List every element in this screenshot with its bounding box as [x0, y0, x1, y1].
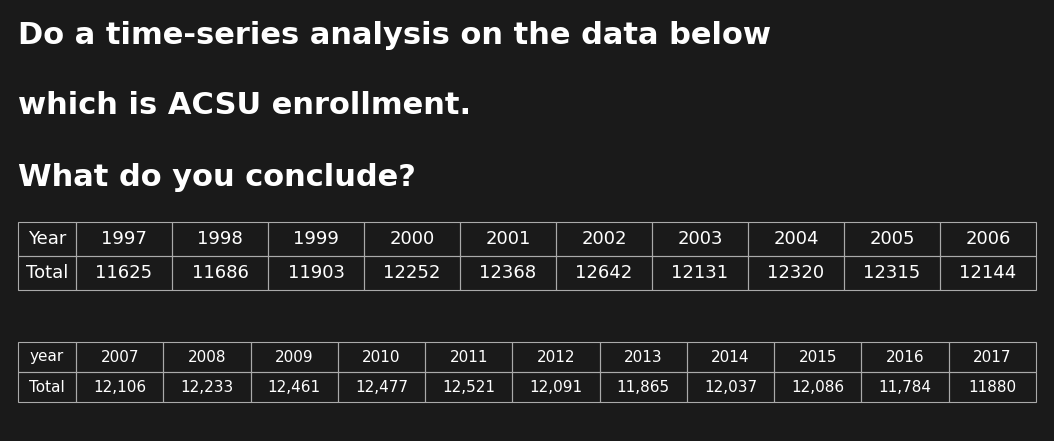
Text: 12,521: 12,521	[443, 380, 495, 395]
Bar	[18, 372, 76, 402]
Bar	[949, 372, 1036, 402]
Text: 1999: 1999	[293, 230, 339, 248]
Text: 2012: 2012	[536, 350, 575, 365]
Bar	[18, 256, 76, 290]
Bar	[844, 222, 940, 256]
Bar	[652, 222, 748, 256]
Text: 2015: 2015	[799, 350, 837, 365]
Text: 2006: 2006	[965, 230, 1011, 248]
Bar	[163, 372, 251, 402]
Text: 1998: 1998	[197, 230, 242, 248]
Text: 11686: 11686	[192, 264, 249, 282]
Bar	[172, 222, 268, 256]
Text: 12368: 12368	[480, 264, 536, 282]
Text: which is ACSU enrollment.: which is ACSU enrollment.	[18, 91, 471, 120]
Bar	[18, 342, 76, 372]
Text: 12,086: 12,086	[792, 380, 844, 395]
Text: 12,233: 12,233	[180, 380, 234, 395]
Bar	[460, 256, 557, 290]
Bar	[687, 342, 775, 372]
Text: 1997: 1997	[101, 230, 147, 248]
Bar	[163, 342, 251, 372]
Text: 2000: 2000	[389, 230, 434, 248]
Text: 2005: 2005	[870, 230, 915, 248]
Text: Total: Total	[30, 380, 65, 395]
Text: 12,461: 12,461	[268, 380, 320, 395]
Text: 12320: 12320	[767, 264, 824, 282]
Bar	[512, 342, 600, 372]
Text: 12,037: 12,037	[704, 380, 757, 395]
Text: 2004: 2004	[774, 230, 819, 248]
Bar	[18, 222, 76, 256]
Bar	[425, 372, 512, 402]
Text: 2009: 2009	[275, 350, 313, 365]
Text: 11,865: 11,865	[617, 380, 670, 395]
Bar	[251, 372, 338, 402]
Bar	[844, 256, 940, 290]
Text: 2011: 2011	[449, 350, 488, 365]
Bar	[268, 222, 364, 256]
Text: 12,477: 12,477	[355, 380, 408, 395]
Bar	[557, 256, 652, 290]
Text: What do you conclude?: What do you conclude?	[18, 163, 416, 192]
Text: 11880: 11880	[969, 380, 1016, 395]
Text: 11625: 11625	[96, 264, 153, 282]
Text: Year: Year	[27, 230, 66, 248]
Text: 12,091: 12,091	[529, 380, 583, 395]
Bar	[687, 372, 775, 402]
Bar	[652, 256, 748, 290]
Bar	[425, 342, 512, 372]
Text: 12252: 12252	[384, 264, 441, 282]
Text: 2017: 2017	[973, 350, 1012, 365]
Bar	[268, 256, 364, 290]
Bar	[600, 342, 687, 372]
Bar	[861, 372, 949, 402]
Text: 2001: 2001	[485, 230, 530, 248]
Bar	[940, 222, 1036, 256]
Bar	[76, 222, 172, 256]
Text: 2010: 2010	[363, 350, 401, 365]
Bar	[940, 256, 1036, 290]
Bar	[76, 342, 163, 372]
Bar	[76, 372, 163, 402]
Bar	[460, 222, 557, 256]
Text: 12315: 12315	[863, 264, 920, 282]
Text: 2014: 2014	[711, 350, 749, 365]
Text: 2013: 2013	[624, 350, 663, 365]
Bar	[338, 342, 425, 372]
Bar	[364, 222, 460, 256]
Text: 2007: 2007	[100, 350, 139, 365]
Bar	[775, 342, 861, 372]
Text: 2003: 2003	[678, 230, 723, 248]
Bar	[512, 372, 600, 402]
Text: 2002: 2002	[581, 230, 627, 248]
Text: 11,784: 11,784	[879, 380, 932, 395]
Bar	[172, 256, 268, 290]
Bar	[748, 256, 844, 290]
Text: 2008: 2008	[188, 350, 227, 365]
Bar	[775, 372, 861, 402]
Bar	[861, 342, 949, 372]
Bar	[338, 372, 425, 402]
Bar	[949, 342, 1036, 372]
Text: year: year	[30, 350, 64, 365]
Text: 12131: 12131	[671, 264, 728, 282]
Text: 12144: 12144	[959, 264, 1017, 282]
Text: Total: Total	[25, 264, 69, 282]
Bar	[748, 222, 844, 256]
Bar	[251, 342, 338, 372]
Bar	[600, 372, 687, 402]
Text: 12642: 12642	[575, 264, 632, 282]
Bar	[557, 222, 652, 256]
Bar	[364, 256, 460, 290]
Bar	[76, 256, 172, 290]
Text: Do a time-series analysis on the data below: Do a time-series analysis on the data be…	[18, 21, 770, 50]
Text: 11903: 11903	[288, 264, 345, 282]
Text: 12,106: 12,106	[93, 380, 147, 395]
Text: 2016: 2016	[885, 350, 924, 365]
